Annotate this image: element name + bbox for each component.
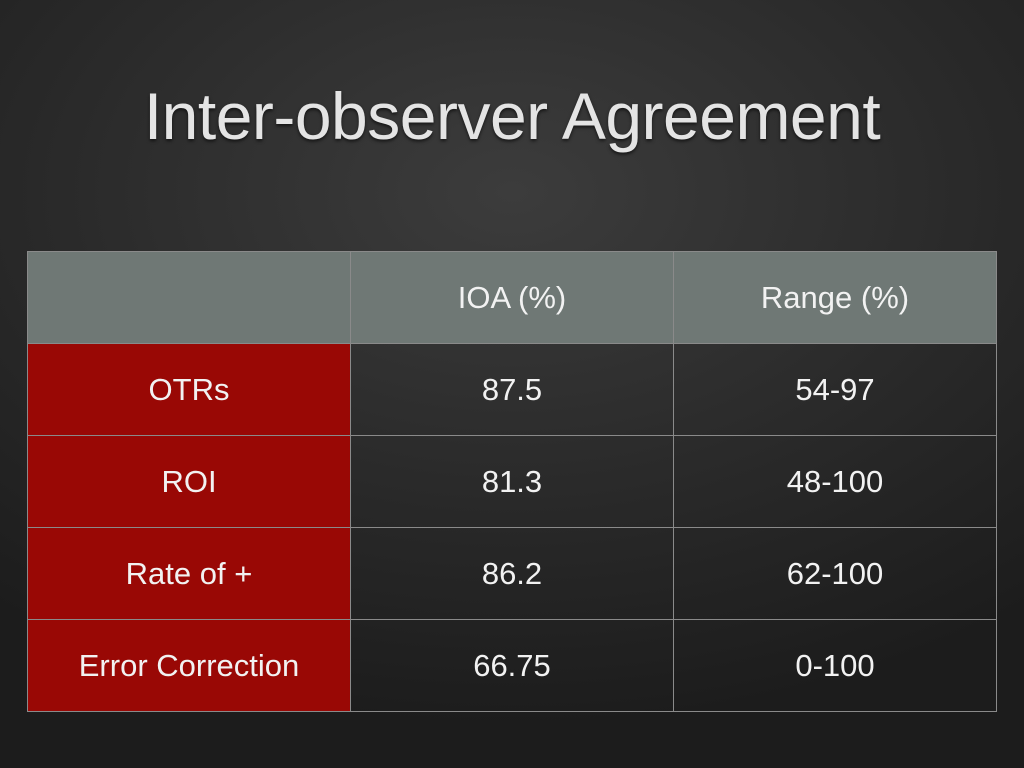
table: IOA (%) Range (%) OTRs 87.5 54-97 ROI 81.3 48-1… xyxy=(27,251,997,712)
header-cell: Range (%) xyxy=(673,251,997,344)
row-label: ROI xyxy=(27,435,351,528)
table-cell: 81.3 xyxy=(350,435,674,528)
row-label: OTRs xyxy=(27,343,351,436)
slide-title: Inter-observer Agreement xyxy=(143,79,881,153)
table-cell: 0-100 xyxy=(673,619,997,712)
header-cell xyxy=(27,251,351,344)
table-cell: 54-97 xyxy=(673,343,997,436)
row-label: Error Correction xyxy=(27,619,351,712)
header-cell: IOA (%) xyxy=(350,251,674,344)
table-cell: 87.5 xyxy=(350,343,674,436)
table-cell: 86.2 xyxy=(350,527,674,620)
row-label: Rate of + xyxy=(27,527,351,620)
table-cell: 66.75 xyxy=(350,619,674,712)
table-cell: 62-100 xyxy=(673,527,997,620)
table-cell: 48-100 xyxy=(673,435,997,528)
